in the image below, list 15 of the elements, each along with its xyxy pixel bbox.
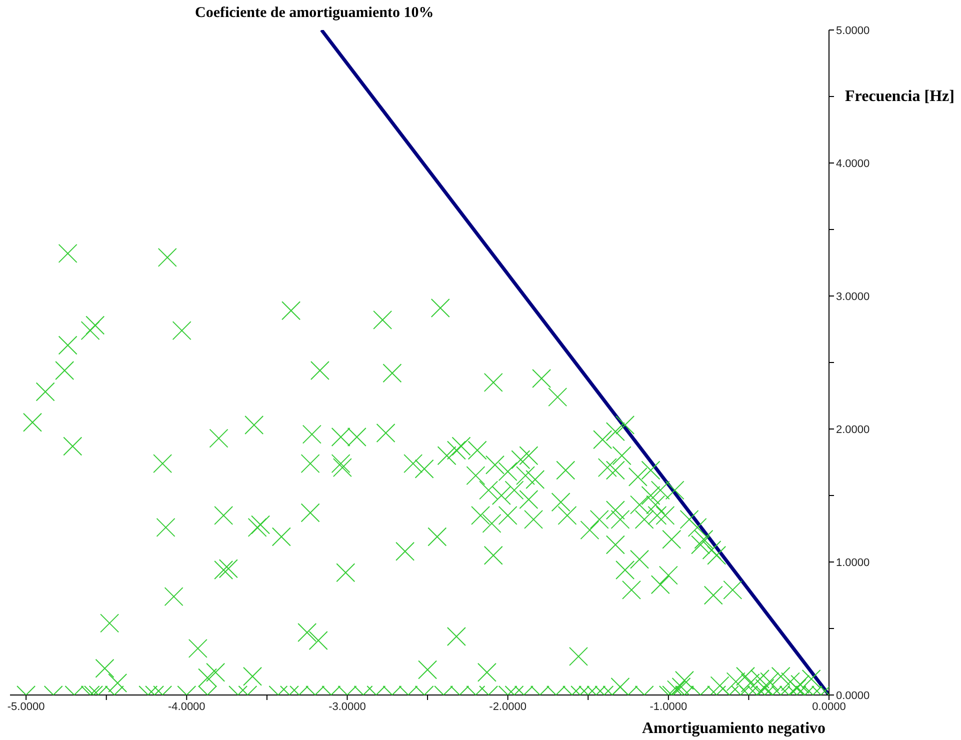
y-axis-title: Frecuencia [Hz] bbox=[845, 88, 954, 106]
x-tick-label: -2.0000 bbox=[489, 700, 526, 713]
x-tick-label: -3.0000 bbox=[328, 700, 366, 713]
y-tick-label: 3.0000 bbox=[836, 290, 870, 303]
x-tick-label: -1.0000 bbox=[650, 700, 688, 713]
y-tick-label: 2.0000 bbox=[836, 424, 870, 436]
y-tick-label: 0.0000 bbox=[836, 690, 870, 702]
series-label: Coeficiente de amortiguamiento 10% bbox=[195, 5, 434, 22]
y-tick-label: 4.0000 bbox=[836, 158, 870, 170]
x-tick-label: 0.0000 bbox=[812, 700, 846, 713]
x-tick-label: -4.0000 bbox=[168, 700, 206, 713]
x-axis-title: Amortiguamiento negativo bbox=[642, 720, 826, 738]
y-tick-label: 1.0000 bbox=[836, 556, 870, 569]
y-tick-label: 5.0000 bbox=[836, 24, 870, 37]
x-tick-label: -5.0000 bbox=[7, 700, 45, 713]
